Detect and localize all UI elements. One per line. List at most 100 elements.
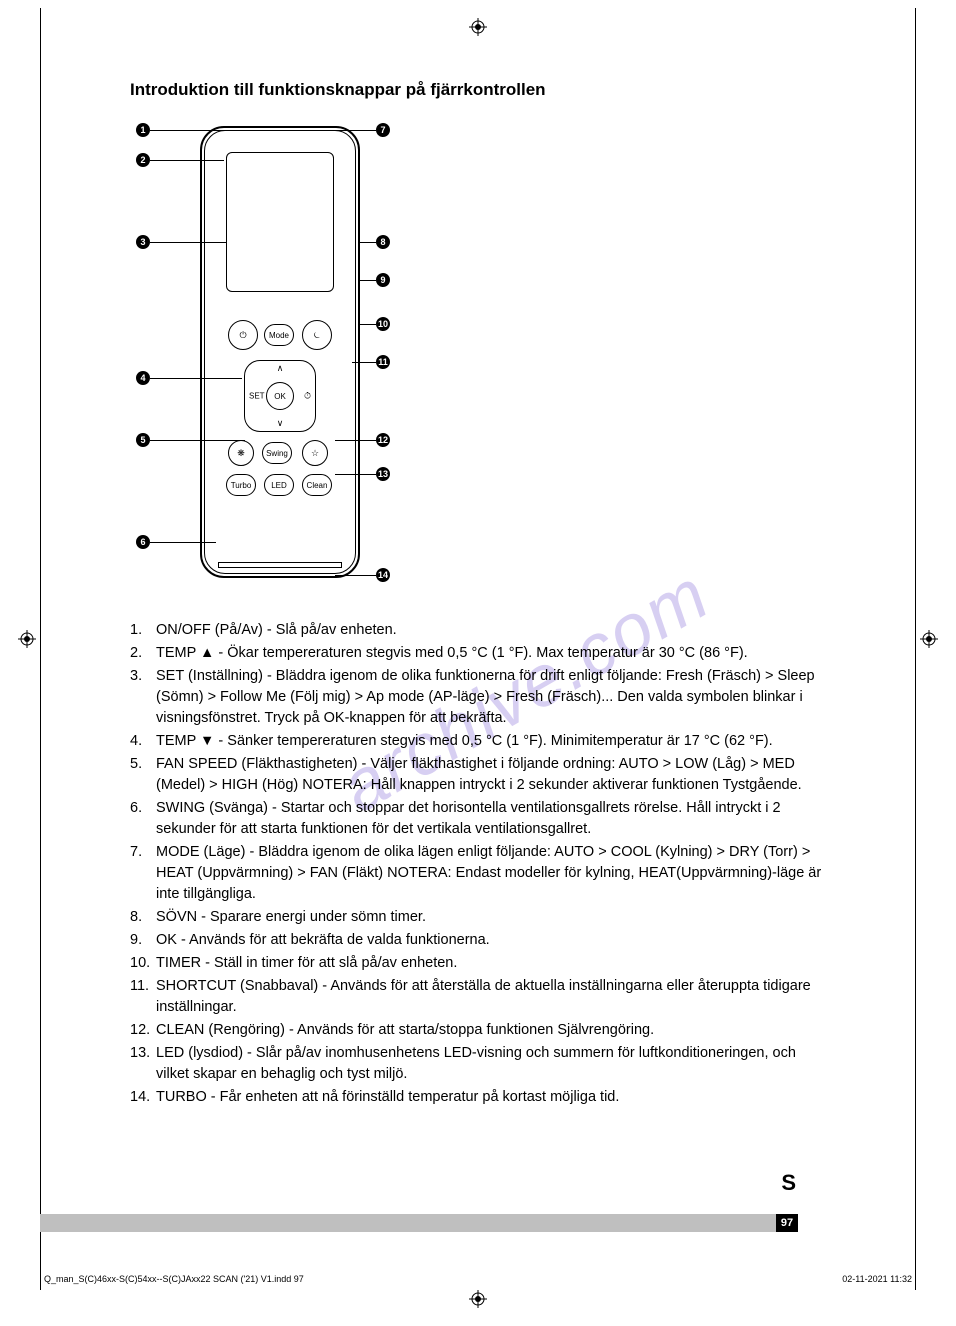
list-item: 11.SHORTCUT (Snabbaval) - Används för at…: [130, 976, 830, 1018]
leader-line: [332, 130, 376, 131]
list-item: 8.SÖVN - Sparare energi under sömn timer…: [130, 907, 830, 928]
list-item: 3.SET (Inställning) - Bläddra igenom de …: [130, 666, 830, 729]
list-item: 2.TEMP ▲ - Ökar tempereraturen stegvis m…: [130, 643, 830, 664]
callout-number: 11: [376, 355, 390, 369]
list-item-number: 5.: [130, 754, 156, 796]
list-item: 4.TEMP ▼ - Sänker tempereraturen stegvis…: [130, 731, 830, 752]
footer-timestamp: 02-11-2021 11:32: [842, 1274, 912, 1284]
list-item-number: 7.: [130, 842, 156, 905]
list-item-text: FAN SPEED (Fläkthastigheten) - Väljer fl…: [156, 754, 830, 796]
list-item-number: 1.: [130, 620, 156, 641]
list-item: 5.FAN SPEED (Fläkthastigheten) - Väljer …: [130, 754, 830, 796]
chevron-up-icon: ∧: [277, 363, 284, 374]
list-item-number: 14.: [130, 1087, 156, 1108]
list-item-text: LED (lysdiod) - Slår på/av inomhusenhete…: [156, 1043, 830, 1085]
turbo-button: Turbo: [226, 474, 256, 496]
list-item-text: SWING (Svänga) - Startar och stoppar det…: [156, 798, 830, 840]
footer-filename: Q_man_S(C)46xx-S(C)54xx--S(C)JAxx22 SCAN…: [44, 1274, 304, 1284]
remote-outline: ⏻ Mode ⏾ ∧ ∨ SET ⏱ OK ❋ Swing ☆ Turbo LE…: [200, 126, 360, 578]
callout-number: 13: [376, 467, 390, 481]
callout-number: 9: [376, 273, 390, 287]
leader-line: [150, 160, 224, 161]
callout-number: 6: [136, 535, 150, 549]
leader-line: [360, 280, 376, 281]
leader-line: [150, 542, 216, 543]
leader-line: [150, 440, 245, 441]
footer-gray-bar: [40, 1214, 776, 1232]
leader-line: [335, 440, 376, 441]
leader-line: [358, 242, 376, 243]
list-item-text: ON/OFF (På/Av) - Slå på/av enheten.: [156, 620, 830, 641]
ok-button: OK: [266, 382, 294, 410]
language-mark: S: [781, 1170, 796, 1196]
list-item-number: 10.: [130, 953, 156, 974]
leader-line: [335, 474, 376, 475]
set-label: SET: [249, 392, 265, 401]
callout-number: 1: [136, 123, 150, 137]
leader-line: [352, 362, 376, 363]
list-item-text: OK - Används för att bekräfta de valda f…: [156, 930, 830, 951]
list-item-number: 12.: [130, 1020, 156, 1041]
shortcut-button: ☆: [302, 440, 328, 466]
dpad: ∧ ∨ SET ⏱ OK: [244, 360, 316, 432]
led-button: LED: [264, 474, 294, 496]
list-item-number: 11.: [130, 976, 156, 1018]
callout-number: 10: [376, 317, 390, 331]
callout-number: 14: [376, 568, 390, 582]
list-item-number: 2.: [130, 643, 156, 664]
list-item-text: MODE (Läge) - Bläddra igenom de olika lä…: [156, 842, 830, 905]
page-title: Introduktion till funktionsknappar på fj…: [130, 80, 830, 100]
battery-cap: [218, 562, 342, 568]
chevron-down-icon: ∨: [277, 418, 284, 429]
mode-button: Mode: [264, 324, 294, 346]
callout-number: 12: [376, 433, 390, 447]
list-item-text: CLEAN (Rengöring) - Används för att star…: [156, 1020, 830, 1041]
list-item: 14.TURBO - Får enheten att nå förinställ…: [130, 1087, 830, 1108]
onoff-button: ⏻: [228, 320, 258, 350]
leader-line: [150, 130, 226, 131]
function-list: 1.ON/OFF (På/Av) - Slå på/av enheten.2.T…: [130, 620, 830, 1108]
registration-mark-left: [18, 630, 36, 648]
leader-line: [358, 324, 376, 325]
list-item: 9.OK - Används för att bekräfta de valda…: [130, 930, 830, 951]
timer-icon: ⏱: [304, 391, 311, 402]
leader-line: [150, 378, 242, 379]
list-item: 6.SWING (Svänga) - Startar och stoppar d…: [130, 798, 830, 840]
list-item-number: 3.: [130, 666, 156, 729]
registration-mark-top: [469, 18, 487, 36]
list-item-text: TEMP ▼ - Sänker tempereraturen stegvis m…: [156, 731, 830, 752]
callout-number: 7: [376, 123, 390, 137]
list-item-number: 13.: [130, 1043, 156, 1085]
registration-mark-right: [920, 630, 938, 648]
list-item-text: TIMER - Ställ in timer för att slå på/av…: [156, 953, 830, 974]
list-item: 13.LED (lysdiod) - Slår på/av inomhusenh…: [130, 1043, 830, 1085]
sleep-button: ⏾: [302, 320, 332, 350]
page-content: Introduktion till funktionsknappar på fj…: [130, 80, 830, 1110]
leader-line: [335, 575, 376, 576]
remote-diagram: ⏻ Mode ⏾ ∧ ∨ SET ⏱ OK ❋ Swing ☆ Turbo LE…: [130, 120, 510, 600]
list-item: 1.ON/OFF (På/Av) - Slå på/av enheten.: [130, 620, 830, 641]
page-number: 97: [776, 1214, 798, 1232]
remote-screen: [226, 152, 334, 292]
registration-mark-bottom: [469, 1290, 487, 1308]
fan-button: ❋: [228, 440, 254, 466]
list-item-text: SÖVN - Sparare energi under sömn timer.: [156, 907, 830, 928]
leader-line: [150, 242, 226, 243]
clean-button: Clean: [302, 474, 332, 496]
list-item: 10.TIMER - Ställ in timer för att slå på…: [130, 953, 830, 974]
swing-button: Swing: [262, 442, 292, 464]
list-item-text: TEMP ▲ - Ökar tempereraturen stegvis med…: [156, 643, 830, 664]
list-item-number: 9.: [130, 930, 156, 951]
list-item: 12.CLEAN (Rengöring) - Används för att s…: [130, 1020, 830, 1041]
list-item-number: 6.: [130, 798, 156, 840]
list-item-number: 4.: [130, 731, 156, 752]
callout-number: 2: [136, 153, 150, 167]
list-item-number: 8.: [130, 907, 156, 928]
callout-number: 4: [136, 371, 150, 385]
list-item-text: SET (Inställning) - Bläddra igenom de ol…: [156, 666, 830, 729]
callout-number: 5: [136, 433, 150, 447]
list-item-text: TURBO - Får enheten att nå förinställd t…: [156, 1087, 830, 1108]
callout-number: 8: [376, 235, 390, 249]
list-item: 7.MODE (Läge) - Bläddra igenom de olika …: [130, 842, 830, 905]
list-item-text: SHORTCUT (Snabbaval) - Används för att å…: [156, 976, 830, 1018]
